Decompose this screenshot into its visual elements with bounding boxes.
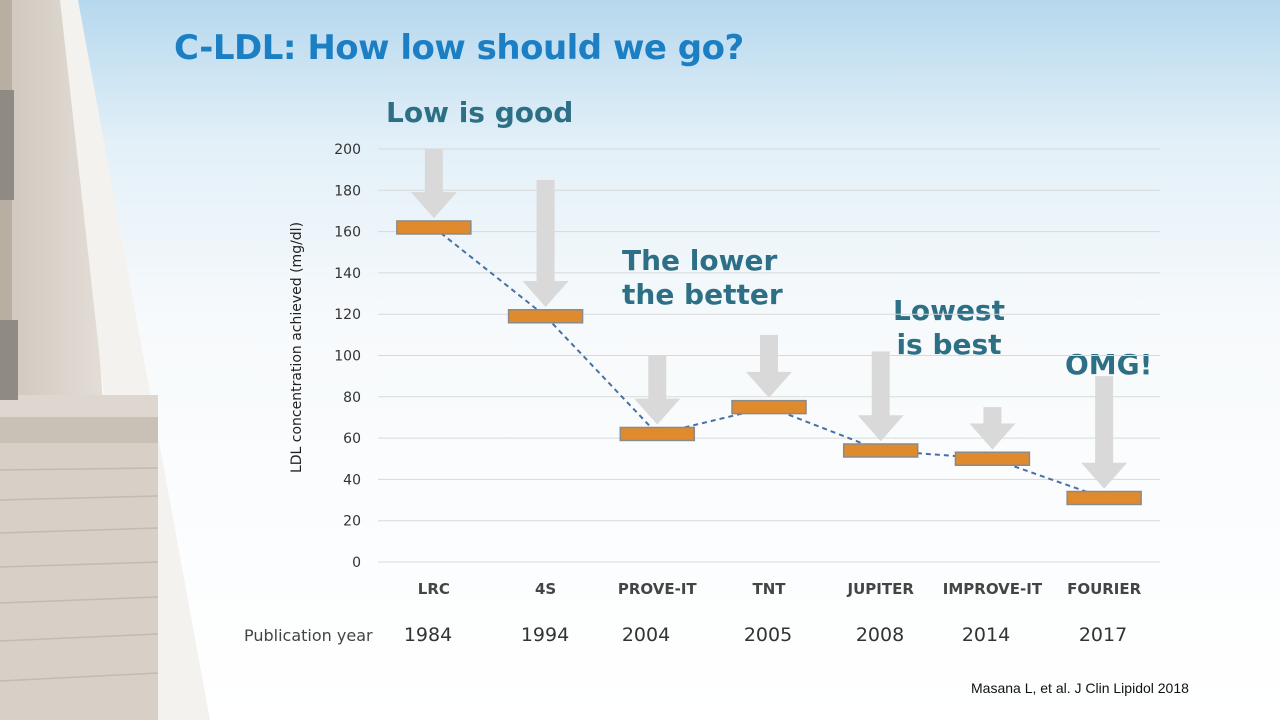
slide-title: C-LDL: How low should we go?: [174, 28, 744, 68]
ldl-marker-jupiter: [842, 443, 919, 458]
down-arrow: [634, 355, 681, 425]
publication-year: 2017: [1079, 624, 1127, 646]
ldl-marker-fourier: [1066, 490, 1142, 506]
y-tick-label: 0: [352, 555, 361, 571]
category-label: FOURIER: [1067, 580, 1142, 598]
ldl-marker-tnt: [731, 399, 807, 415]
down-arrow: [969, 407, 1016, 450]
y-tick-label: 160: [334, 225, 361, 241]
y-axis-label: LDL concentration achieved (mg/dl): [289, 222, 305, 473]
down-arrow: [746, 334, 792, 398]
callout-omg: OMG!: [1065, 348, 1152, 382]
category-label: IMPROVE-IT: [943, 580, 1043, 598]
callout-lower-line-2: the better: [622, 278, 783, 311]
y-tick-label: 40: [343, 472, 361, 488]
callout-lower-line-1: The lower: [622, 244, 778, 277]
category-label: TNT: [752, 580, 786, 598]
building-photo: [0, 0, 210, 720]
citation: Masana L, et al. J Clin Lipidol 2018: [971, 680, 1189, 696]
category-label: LRC: [418, 580, 450, 598]
callout-low-is-good: Low is good: [386, 96, 573, 130]
y-tick-label: 20: [343, 514, 361, 530]
callout-lowest-line-1: Lowest: [893, 294, 1005, 327]
category-label: 4S: [535, 580, 556, 598]
y-tick-label: 140: [334, 266, 361, 282]
callout-low-is-good-text: Low is good: [386, 96, 574, 129]
publication-year: 2005: [744, 624, 792, 646]
publication-year: 1994: [521, 624, 569, 646]
ldl-marker-lrc: [396, 220, 472, 235]
down-arrow: [1081, 376, 1128, 489]
ldl-marker-improve-it: [954, 451, 1031, 466]
y-tick-label: 200: [334, 142, 361, 158]
down-arrow: [522, 179, 569, 307]
y-tick-label: 100: [334, 349, 361, 365]
y-tick-label: 120: [334, 307, 361, 323]
publication-year: 2008: [856, 624, 904, 646]
publication-year: 1984: [404, 624, 452, 646]
callout-omg-text: OMG!: [1065, 348, 1153, 381]
category-label: PROVE-IT: [618, 580, 698, 598]
down-arrow: [857, 351, 904, 442]
callout-lower-the-better: The lower the better: [622, 244, 783, 312]
y-tick-label: 80: [343, 390, 361, 406]
y-tick-label: 180: [334, 183, 361, 199]
down-arrow: [410, 149, 457, 219]
ldl-marker-4s: [507, 309, 584, 324]
ldl-marker-prove-it: [619, 426, 696, 442]
publication-year: 2004: [622, 624, 670, 646]
publication-year: 2014: [962, 624, 1010, 646]
publication-year-label: Publication year: [244, 626, 373, 645]
category-label: JUPITER: [847, 580, 915, 598]
y-tick-label: 60: [343, 431, 361, 447]
